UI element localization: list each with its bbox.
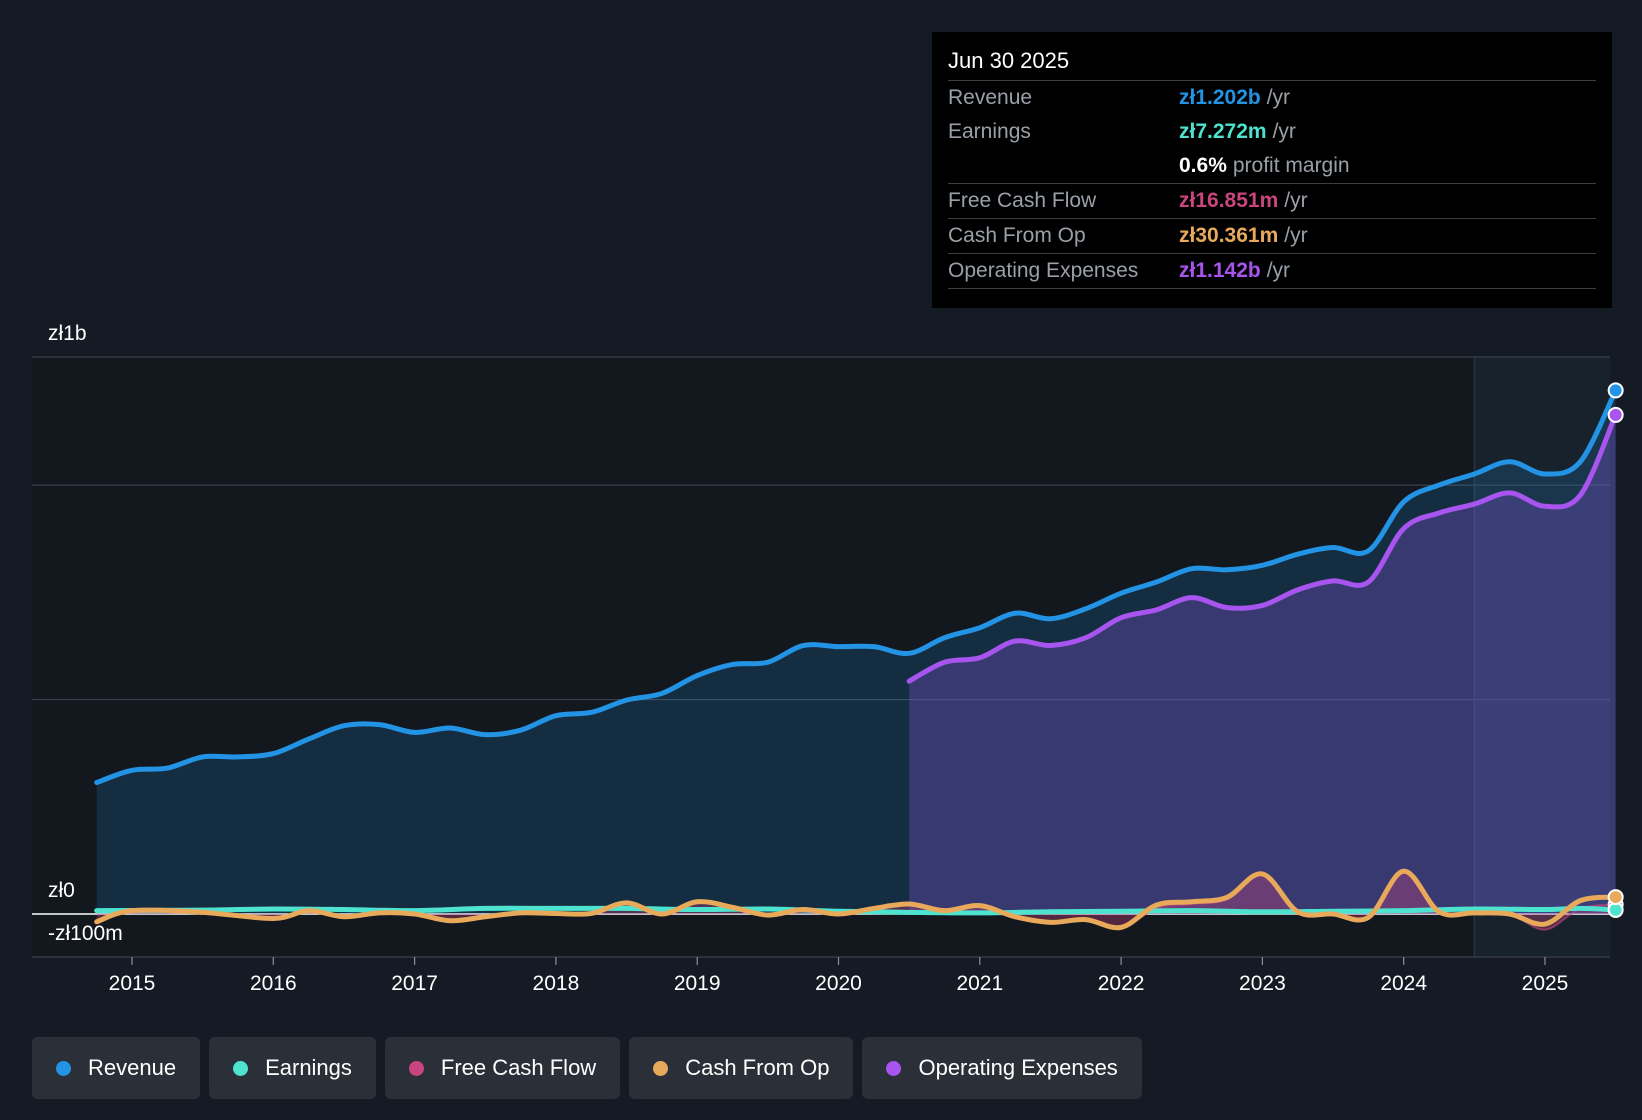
- highlight-region: [1474, 357, 1610, 957]
- tooltip-unit: /yr: [1272, 120, 1296, 143]
- area-operating-expenses: [909, 414, 1616, 914]
- x-tick-label: 2020: [815, 972, 862, 995]
- legend-dot: [56, 1060, 71, 1076]
- tooltip-value: zł16.851m: [1179, 189, 1279, 212]
- y-label-zero: zł0: [48, 879, 75, 902]
- tooltip-value: zł30.361m: [1179, 224, 1279, 247]
- legend: Revenue Earnings Free Cash Flow Cash Fro…: [32, 1037, 1142, 1099]
- plot-background: [32, 357, 1610, 957]
- line-operating-expenses: [906, 412, 1619, 684]
- tooltip-row-profit-margin: 0.6% profit margin: [948, 149, 1596, 184]
- tooltip-label: Free Cash Flow: [948, 189, 1097, 212]
- legend-label: Revenue: [88, 1055, 177, 1080]
- x-tick-label: 2024: [1380, 972, 1427, 995]
- y-label-bottom: -zł100m: [48, 922, 123, 945]
- line-earnings: [94, 905, 1619, 916]
- x-tick-label: 2022: [1098, 972, 1145, 995]
- line-cash-from-op: [94, 868, 1619, 931]
- tooltip-unit: /yr: [1284, 189, 1308, 212]
- legend-item-revenue[interactable]: Revenue: [32, 1037, 201, 1099]
- area-free-cash-flow: [96, 872, 1616, 930]
- tooltip: Jun 30 2025 Revenue zł1.202b /yr Earning…: [932, 32, 1612, 308]
- legend-label: Earnings: [265, 1055, 352, 1080]
- tooltip-label: [948, 149, 1179, 183]
- tooltip-row-earnings: Earnings zł7.272m /yr: [948, 115, 1596, 149]
- tooltip-label: Revenue: [948, 86, 1033, 109]
- tooltip-label: Operating Expenses: [948, 259, 1139, 282]
- legend-label: Free Cash Flow: [440, 1055, 597, 1080]
- tooltip-value: zł7.272m: [1179, 120, 1267, 143]
- tooltip-value: zł1.142b: [1179, 259, 1261, 282]
- legend-item-earnings[interactable]: Earnings: [209, 1037, 376, 1099]
- endpoint-operating-expenses: [1607, 406, 1624, 423]
- legend-label: Cash From Op: [685, 1055, 830, 1080]
- x-tick-label: 2023: [1239, 972, 1286, 995]
- area-revenue: [96, 390, 1616, 914]
- x-tick-label: 2015: [109, 972, 156, 995]
- tooltip-row-cash-from-op: Cash From Op zł30.361m /yr: [948, 219, 1596, 254]
- legend-dot: [886, 1060, 902, 1076]
- legend-dot: [233, 1060, 249, 1076]
- endpoint-revenue: [1607, 382, 1624, 399]
- line-revenue: [94, 387, 1619, 786]
- x-tick-label: 2017: [391, 972, 438, 995]
- tooltip-row-free-cash-flow: Free Cash Flow zł16.851m /yr: [948, 184, 1596, 219]
- x-tick-label: 2021: [956, 972, 1003, 995]
- tooltip-unit: profit margin: [1232, 154, 1350, 177]
- tooltip-label: Cash From Op: [948, 224, 1086, 247]
- legend-dot: [408, 1060, 424, 1076]
- legend-item-free-cash-flow[interactable]: Free Cash Flow: [384, 1037, 621, 1099]
- tooltip-label: Earnings: [948, 120, 1031, 143]
- legend-item-operating-expenses[interactable]: Operating Expenses: [862, 1037, 1142, 1099]
- tooltip-unit: /yr: [1266, 259, 1291, 282]
- tooltip-row-operating-expenses: Operating Expenses zł1.142b /yr: [948, 254, 1596, 289]
- series-endpoints: [1607, 382, 1624, 918]
- x-tick-label: 2025: [1522, 972, 1569, 995]
- tooltip-unit: /yr: [1266, 86, 1291, 109]
- x-tick-label: 2016: [250, 972, 297, 995]
- tooltip-unit: /yr: [1284, 224, 1308, 247]
- x-axis-ticks: 2015 2016 2017 2018 2019 2020 2021 2022 2023 2024…: [109, 957, 1569, 995]
- endpoint-cash-from-op: [1607, 889, 1624, 906]
- y-label-top: zł1b: [48, 322, 87, 345]
- tooltip-row-revenue: Revenue zł1.202b /yr: [948, 81, 1596, 115]
- tooltip-value: 0.6%: [1179, 154, 1227, 177]
- tooltip-date: Jun 30 2025: [948, 46, 1596, 81]
- legend-dot: [653, 1060, 669, 1076]
- legend-label: Operating Expenses: [918, 1055, 1118, 1080]
- x-tick-label: 2018: [533, 972, 580, 995]
- tooltip-value: zł1.202b: [1179, 86, 1261, 109]
- x-tick-label: 2019: [674, 972, 721, 995]
- series-areas: [96, 390, 1616, 930]
- series-lines: [94, 387, 1619, 931]
- legend-item-cash-from-op[interactable]: Cash From Op: [629, 1037, 854, 1099]
